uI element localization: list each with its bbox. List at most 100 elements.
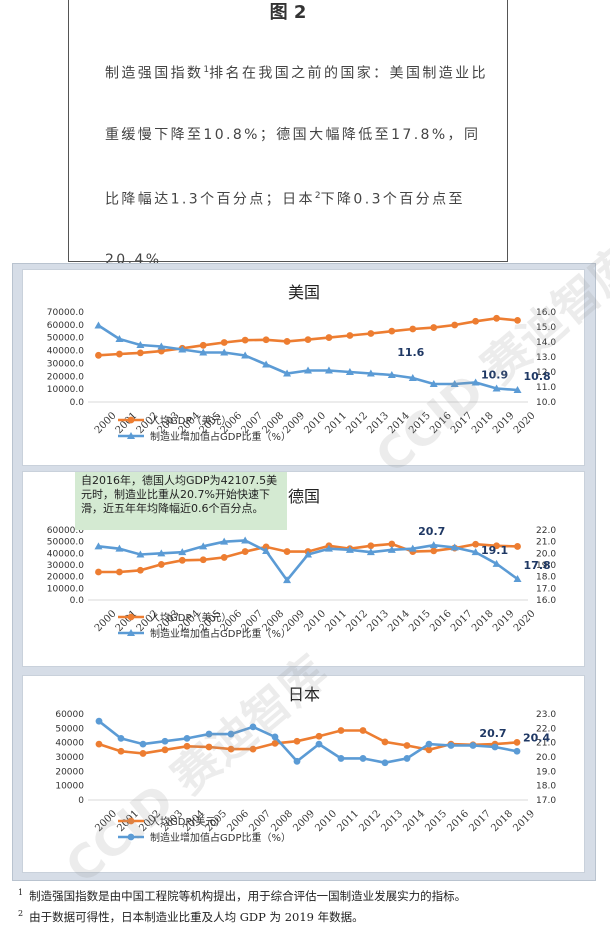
x-tick-label: 2013 xyxy=(365,608,391,634)
data-point-gdp xyxy=(325,334,333,341)
y-left-tick-label: 50000.0 xyxy=(47,334,84,344)
data-point-share xyxy=(249,723,257,731)
footnote-text-1: 制造强国指数是由中国工程院等机构提出，用于综合评估一国制造业发展实力的指标。 xyxy=(29,888,467,903)
data-point-share xyxy=(293,757,301,765)
data-point-gdp xyxy=(293,737,301,745)
legend-label: 人均GDP（美元） xyxy=(150,414,231,427)
data-point-gdp xyxy=(178,556,186,564)
data-point-gdp xyxy=(136,349,144,357)
y-right-tick-label: 13.0 xyxy=(536,353,556,363)
x-tick-label: 2010 xyxy=(302,410,328,436)
data-point-gdp xyxy=(220,554,228,561)
x-tick-label: 2010 xyxy=(302,608,328,634)
data-point-gdp xyxy=(227,745,235,753)
x-tick-label: 2020 xyxy=(512,410,538,436)
data-point-share xyxy=(324,544,333,552)
data-point-share xyxy=(492,384,501,392)
y-right-tick-label: 14.0 xyxy=(536,338,556,348)
y-right-tick-label: 18.0 xyxy=(536,573,556,583)
data-point-share xyxy=(469,742,477,749)
data-point-gdp xyxy=(409,325,417,333)
x-tick-label: 2017 xyxy=(467,808,493,834)
y-left-tick-label: 20000 xyxy=(55,767,84,777)
x-tick-label: 2015 xyxy=(407,410,433,436)
data-point-gdp xyxy=(388,540,396,548)
data-point-share xyxy=(425,740,433,748)
data-point-gdp xyxy=(199,341,207,349)
y-right-tick-label: 16.0 xyxy=(536,308,556,318)
data-point-share xyxy=(95,717,103,725)
data-label: 20.4 xyxy=(523,731,550,744)
x-tick-label: 2018 xyxy=(470,608,496,634)
chart-title: 美国 xyxy=(288,283,320,302)
x-tick-label: 2000 xyxy=(93,608,119,634)
y-left-tick-label: 10000.0 xyxy=(47,385,84,395)
legend-label: 制造业增加值占GDP比重（%） xyxy=(150,831,291,844)
data-point-share xyxy=(315,740,323,748)
x-tick-label: 2011 xyxy=(323,608,349,634)
data-point-gdp xyxy=(514,543,521,550)
y-left-tick-label: 10000 xyxy=(55,782,84,792)
x-tick-label: 2017 xyxy=(449,608,475,634)
footnote-1: 1 制造强国指数是由中国工程院等机构提出，用于综合评估一国制造业发展实力的指标。 xyxy=(18,884,598,905)
data-point-gdp xyxy=(139,750,147,757)
data-point-share xyxy=(220,537,229,545)
data-point-gdp xyxy=(249,745,257,753)
data-point-share xyxy=(183,734,191,742)
data-point-share xyxy=(262,547,271,554)
data-point-gdp xyxy=(451,321,459,329)
data-point-share xyxy=(450,380,459,387)
data-point-share xyxy=(359,755,367,762)
y-left-tick-label: 30000.0 xyxy=(47,561,84,571)
data-point-share xyxy=(513,747,521,755)
data-point-share xyxy=(304,550,312,558)
germany-annotation: 自2016年，德国人均GDP为42107.5美元时，制造业比重从20.7%开始快… xyxy=(75,472,287,530)
y-left-tick-label: 40000 xyxy=(55,739,84,749)
y-left-tick-label: 70000.0 xyxy=(47,308,84,318)
data-point-share xyxy=(115,544,124,552)
data-point-share xyxy=(429,380,438,387)
data-point-gdp xyxy=(493,542,500,550)
footnote-text-2: 由于数据可得性，日本制造业比重及人均 GDP 为 2019 年数据。 xyxy=(29,909,364,924)
x-tick-label: 2014 xyxy=(386,410,412,436)
y-left-tick-label: 50000 xyxy=(55,724,84,734)
y-right-tick-label: 12.0 xyxy=(536,368,556,378)
y-left-tick-label: 30000.0 xyxy=(47,359,84,369)
data-point-gdp xyxy=(472,540,480,548)
y-left-tick-label: 50000.0 xyxy=(47,538,84,548)
x-tick-label: 2016 xyxy=(428,410,454,436)
data-point-gdp xyxy=(220,339,228,346)
chart-panel-japan: 日本 0 10000 20000 30000 40000 50000 60000 17.0 18.… xyxy=(22,675,585,873)
legend-marker xyxy=(127,833,135,841)
data-point-gdp xyxy=(283,338,291,345)
y-right-tick-label: 20.0 xyxy=(536,753,556,763)
data-point-share xyxy=(178,345,187,353)
x-tick-label: 2016 xyxy=(445,808,471,834)
data-point-gdp xyxy=(241,548,249,555)
y-right-tick-label: 19.0 xyxy=(536,767,556,777)
data-point-gdp xyxy=(116,350,123,358)
x-tick-label: 2018 xyxy=(489,808,515,834)
data-point-gdp xyxy=(367,330,375,337)
data-point-share xyxy=(450,543,459,551)
y-left-tick-label: 0.0 xyxy=(70,596,85,606)
data-point-share xyxy=(513,386,522,393)
data-point-share xyxy=(94,542,103,550)
data-point-gdp xyxy=(425,746,433,754)
data-point-gdp xyxy=(388,327,396,335)
data-label: 10.9 xyxy=(481,369,508,382)
data-label: 10.8 xyxy=(524,370,551,383)
data-point-share xyxy=(513,575,522,582)
data-point-gdp xyxy=(117,747,125,755)
legend-label: 人均GDP（美元） xyxy=(150,611,231,624)
data-point-gdp xyxy=(136,566,144,574)
data-point-share xyxy=(408,544,417,552)
data-point-share xyxy=(429,541,438,549)
x-tick-label: 2007 xyxy=(247,808,273,834)
data-point-share xyxy=(271,733,279,741)
y-left-tick-label: 60000.0 xyxy=(47,321,84,331)
data-point-gdp xyxy=(403,742,411,749)
data-label: 19.1 xyxy=(481,544,508,557)
y-right-tick-label: 21.0 xyxy=(536,538,556,548)
